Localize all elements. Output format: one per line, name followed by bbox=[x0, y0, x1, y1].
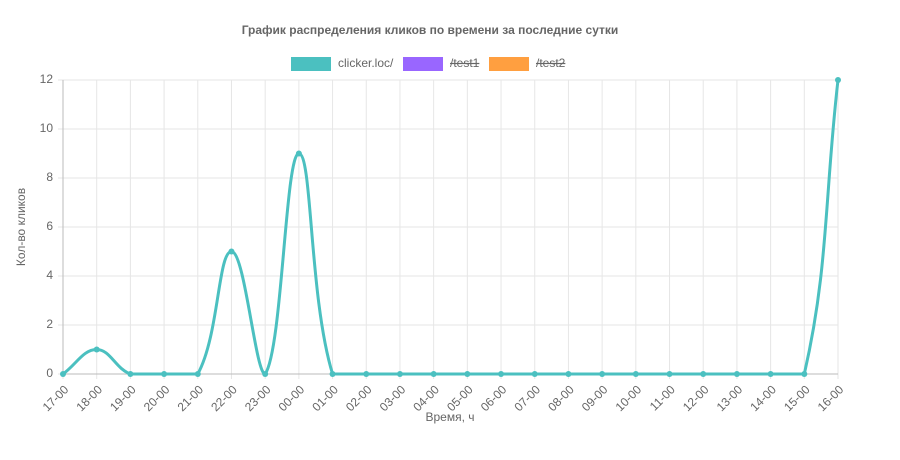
point bbox=[666, 371, 673, 377]
point bbox=[700, 371, 707, 377]
x-tick-label: 07-00 bbox=[511, 382, 543, 414]
point bbox=[396, 371, 403, 377]
point bbox=[599, 371, 606, 377]
point bbox=[228, 248, 235, 255]
point bbox=[363, 371, 370, 377]
x-tick-label: 16-00 bbox=[815, 382, 847, 414]
point bbox=[295, 150, 302, 157]
point bbox=[767, 371, 774, 377]
x-axis-label: Время, ч bbox=[425, 410, 474, 424]
x-tick-label: 10-00 bbox=[613, 382, 645, 414]
point bbox=[801, 371, 808, 377]
x-tick-label: 17-00 bbox=[40, 382, 72, 414]
point bbox=[632, 371, 639, 377]
legend-label: clicker.loc/ bbox=[338, 56, 394, 70]
legend-swatch bbox=[291, 57, 331, 71]
point bbox=[60, 371, 66, 377]
x-tick-label: 20-00 bbox=[141, 382, 173, 414]
x-tick-label: 11-00 bbox=[647, 382, 678, 413]
legend-swatch bbox=[403, 57, 443, 71]
y-tick-label: 8 bbox=[46, 170, 53, 184]
x-tick-label: 13-00 bbox=[714, 382, 746, 414]
x-tick-label: 12-00 bbox=[680, 382, 712, 414]
point bbox=[565, 371, 572, 377]
x-tick-label: 14-00 bbox=[747, 382, 779, 414]
legend-label: /test1 bbox=[450, 56, 480, 70]
point bbox=[531, 371, 538, 377]
line bbox=[62, 79, 840, 376]
point bbox=[262, 371, 269, 377]
y-tick-label: 6 bbox=[46, 219, 53, 233]
x-tick-label: 00-00 bbox=[276, 382, 308, 414]
point bbox=[430, 371, 437, 377]
x-tick-label: 19-00 bbox=[107, 382, 139, 414]
point bbox=[329, 371, 336, 377]
y-tick-label: 10 bbox=[40, 121, 54, 135]
point bbox=[161, 371, 168, 377]
legend-swatch bbox=[489, 57, 529, 71]
y-tick-label: 4 bbox=[46, 268, 53, 282]
x-tick-label: 02-00 bbox=[343, 382, 375, 414]
point bbox=[498, 371, 505, 377]
x-tick-label: 15-00 bbox=[781, 382, 813, 414]
point bbox=[733, 371, 740, 377]
x-tick-label: 06-00 bbox=[478, 382, 510, 414]
x-tick-label: 01-00 bbox=[309, 382, 341, 414]
x-tick-label: 08-00 bbox=[545, 382, 577, 414]
x-tick-label: 23-00 bbox=[242, 382, 274, 414]
point bbox=[194, 371, 201, 377]
chart-title: График распределения кликов по времени з… bbox=[242, 23, 619, 37]
y-tick-label: 0 bbox=[46, 366, 53, 380]
point bbox=[835, 77, 841, 83]
point bbox=[127, 371, 134, 377]
y-tick-label: 12 bbox=[40, 72, 54, 86]
legend-label: /test2 bbox=[536, 56, 566, 70]
y-tick-label: 2 bbox=[46, 317, 53, 331]
x-tick-label: 18-00 bbox=[73, 382, 105, 414]
x-tick-label: 22-00 bbox=[208, 382, 240, 414]
x-tick-label: 03-00 bbox=[377, 382, 409, 414]
y-axis-label: Кол-во кликов bbox=[14, 188, 28, 266]
point bbox=[93, 346, 100, 353]
x-tick-label: 09-00 bbox=[579, 382, 611, 414]
point bbox=[464, 371, 471, 377]
x-tick-label: 21-00 bbox=[175, 382, 207, 414]
